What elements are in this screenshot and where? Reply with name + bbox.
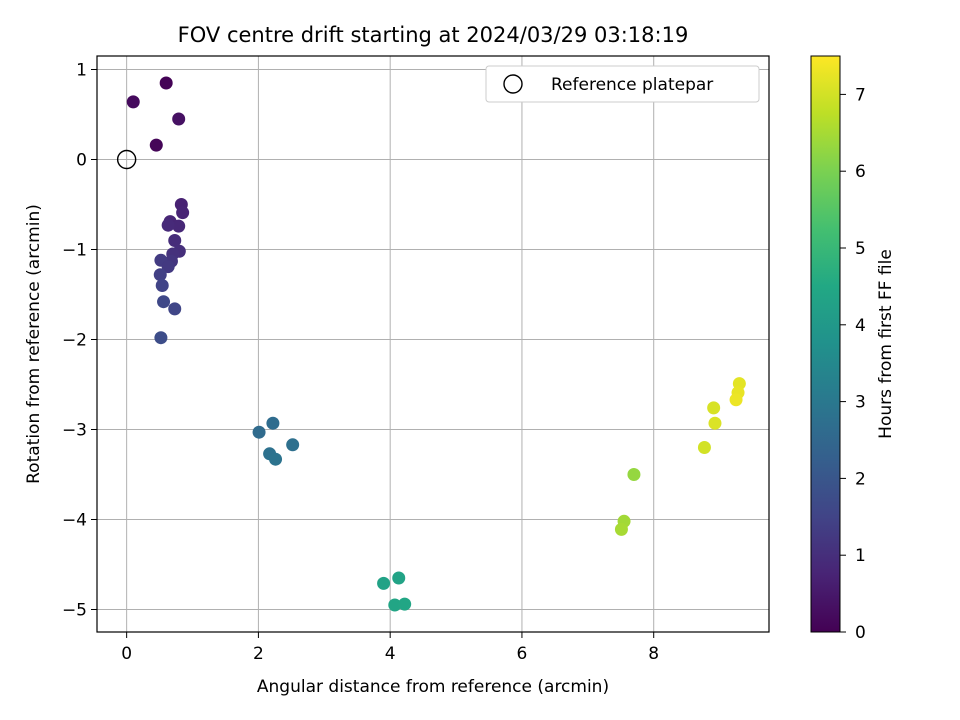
data-point xyxy=(176,206,190,220)
colorbar-label: Hours from first FF file xyxy=(876,249,896,439)
y-tick-label: 1 xyxy=(76,61,87,81)
x-axis-label: Angular distance from reference (arcmin) xyxy=(257,677,609,697)
y-axis-ticks: 1 0 −1 −2 −3 −4 −5 xyxy=(62,61,97,621)
data-point xyxy=(392,571,406,585)
data-point xyxy=(252,425,266,439)
x-tick-label: 0 xyxy=(121,644,132,664)
data-point xyxy=(707,401,721,415)
colorbar-tick-label: 5 xyxy=(855,239,866,259)
y-tick-label: −3 xyxy=(62,421,87,441)
data-point xyxy=(377,576,391,590)
legend-label-reference: Reference platepar xyxy=(551,75,713,95)
grid-lines xyxy=(97,56,769,632)
data-point xyxy=(708,416,722,430)
data-point xyxy=(697,441,711,454)
chart-title: FOV centre drift starting at 2024/03/29 … xyxy=(178,23,689,47)
data-point xyxy=(172,219,186,233)
x-tick-label: 2 xyxy=(253,644,264,664)
colorbar-ticks: 0 1 2 3 4 5 6 7 xyxy=(840,85,866,643)
colorbar-tick-label: 3 xyxy=(855,393,866,413)
data-point xyxy=(729,393,743,407)
colorbar-tick-label: 6 xyxy=(855,162,866,182)
legend-box xyxy=(485,65,760,103)
data-point xyxy=(388,598,402,612)
data-point xyxy=(154,331,168,345)
data-point xyxy=(168,234,182,247)
data-point xyxy=(149,138,163,152)
plot-frame xyxy=(96,55,770,633)
data-point xyxy=(614,522,628,536)
data-point xyxy=(153,268,167,282)
x-tick-label: 8 xyxy=(648,644,659,664)
data-point xyxy=(161,218,175,232)
data-point xyxy=(161,260,175,274)
y-tick-label: −1 xyxy=(62,241,87,261)
colorbar-tick-label: 4 xyxy=(855,316,866,336)
reference-marker-layer xyxy=(116,149,137,170)
data-point xyxy=(266,416,280,430)
colorbar-tick-label: 1 xyxy=(855,546,866,566)
data-points xyxy=(126,76,746,612)
reference-platepar-marker xyxy=(116,149,137,170)
x-tick-label: 4 xyxy=(385,644,396,664)
x-tick-label: 6 xyxy=(517,644,528,664)
y-tick-label: −5 xyxy=(62,601,87,621)
data-point xyxy=(155,279,169,292)
colorbar-tick-label: 0 xyxy=(855,623,866,643)
y-tick-label: −2 xyxy=(62,331,87,351)
legend-reference-marker xyxy=(503,74,523,94)
y-axis-label: Rotation from reference (arcmin) xyxy=(24,204,44,484)
data-point xyxy=(627,468,641,481)
data-point xyxy=(269,452,283,466)
y-tick-label: −4 xyxy=(62,511,87,531)
data-point xyxy=(157,295,171,309)
data-point xyxy=(172,112,186,126)
colorbar xyxy=(810,55,841,633)
data-point xyxy=(168,302,182,316)
legend: Reference platepar xyxy=(485,65,760,103)
colorbar-tick-label: 2 xyxy=(855,469,866,489)
y-tick-label: 0 xyxy=(76,151,87,171)
data-point xyxy=(126,95,140,109)
colorbar-tick-label: 7 xyxy=(855,85,866,105)
data-point xyxy=(286,438,300,452)
x-axis-ticks: 0 2 4 6 8 xyxy=(121,632,659,664)
data-point xyxy=(159,76,173,90)
data-point xyxy=(398,597,412,611)
